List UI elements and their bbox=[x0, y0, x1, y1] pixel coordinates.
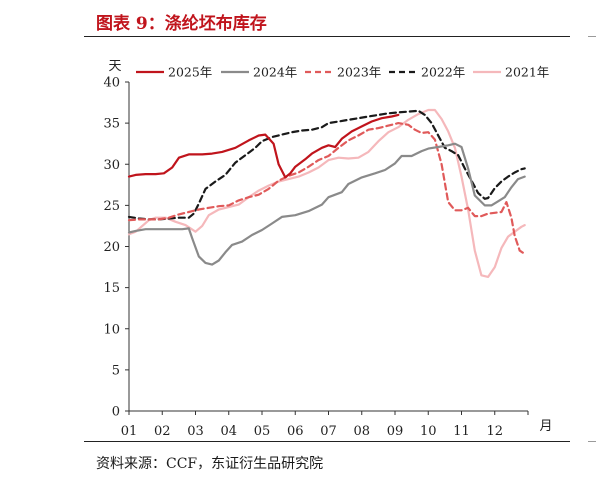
series-line-2025 bbox=[127, 113, 400, 179]
y-tick-label: 40 bbox=[103, 76, 120, 91]
y-tick-label: 0 bbox=[112, 405, 120, 420]
y-tick-label: 25 bbox=[103, 199, 120, 214]
x-tick-label: 09 bbox=[387, 424, 404, 439]
x-tick-label: 08 bbox=[353, 424, 370, 439]
series-line-2024 bbox=[127, 142, 526, 266]
source-divider bbox=[84, 441, 570, 442]
series-line-2023 bbox=[127, 122, 526, 255]
x-tick-label: 11 bbox=[453, 424, 470, 439]
series-line-2021 bbox=[127, 108, 526, 278]
legend-label: 2023年 bbox=[337, 65, 381, 80]
x-tick-label: 07 bbox=[320, 424, 337, 439]
legend-label: 2022年 bbox=[421, 65, 465, 80]
y-tick-label: 35 bbox=[103, 117, 120, 132]
x-tick-label: 12 bbox=[486, 424, 503, 439]
y-axis-unit-label: 天 bbox=[108, 59, 121, 74]
title-divider bbox=[84, 36, 570, 37]
legend-label: 2024年 bbox=[253, 65, 297, 80]
x-tick-label: 10 bbox=[420, 424, 437, 439]
source-note: 资料来源：CCF，东证衍生品研究院 bbox=[96, 456, 324, 472]
figure-title: 图表 9：涤纶坯布库存 bbox=[96, 14, 267, 34]
chart-legend: 2025年 2024年 2023年 2022年 2021年 bbox=[136, 65, 549, 80]
y-tick-label: 20 bbox=[103, 240, 120, 255]
y-tick-label: 5 bbox=[112, 363, 120, 378]
y-tick-label: 10 bbox=[103, 322, 120, 337]
y-tick-label: 15 bbox=[103, 281, 120, 296]
x-tick-label: 01 bbox=[121, 424, 138, 439]
x-tick-label: 02 bbox=[154, 424, 171, 439]
series-line-2022 bbox=[127, 109, 526, 221]
page-edge-mark bbox=[588, 441, 596, 442]
x-tick-label: 04 bbox=[220, 424, 237, 439]
y-tick-label: 30 bbox=[103, 158, 120, 173]
x-tick-label: 05 bbox=[254, 424, 271, 439]
x-tick-label: 03 bbox=[187, 424, 204, 439]
x-tick-label: 06 bbox=[287, 424, 304, 439]
x-axis-unit-label: 月 bbox=[539, 419, 552, 434]
page-edge-mark bbox=[588, 36, 596, 37]
legend-label: 2025年 bbox=[168, 65, 212, 80]
legend-label: 2021年 bbox=[505, 65, 549, 80]
